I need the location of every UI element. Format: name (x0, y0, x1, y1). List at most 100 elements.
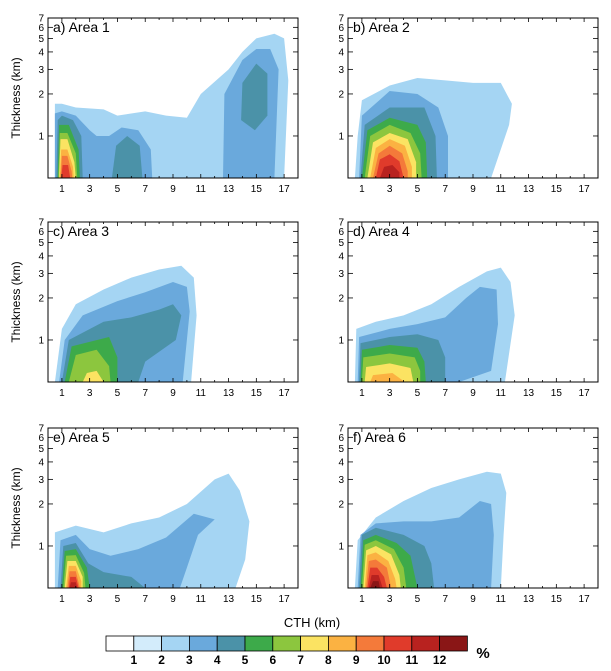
x-tick-label: 3 (387, 594, 393, 605)
x-tick-label: 17 (279, 184, 291, 195)
x-tick-label: 1 (359, 184, 365, 195)
y-tick-label: 5 (38, 444, 44, 455)
x-axis: 1 3 5 7 9 11 13 15 17 (359, 428, 590, 605)
y-tick-label: 2 (38, 293, 44, 304)
y-tick-label: 2 (38, 89, 44, 100)
y-tick-label: 4 (338, 457, 344, 468)
colorbar-swatch (383, 635, 413, 652)
x-tick-label: 3 (87, 184, 93, 195)
x-tick-label: 13 (223, 594, 235, 605)
x-tick-label: 13 (523, 594, 535, 605)
colorbar-unit: % (476, 645, 489, 662)
y-tick-label: 3 (38, 65, 44, 76)
x-tick-label: 5 (415, 594, 421, 605)
y-axis: 1 2 3 4 567 (338, 218, 598, 346)
panel-title: e) Area 5 (53, 429, 110, 445)
contour-fills (354, 78, 512, 178)
y-axis: 1 2 3 4 567 (38, 424, 298, 552)
x-tick-label: 7 (142, 388, 148, 399)
x-tick-label: 3 (87, 388, 93, 399)
x-tick-label: 7 (142, 184, 148, 195)
x-axis: 1 3 5 7 9 11 13 15 17 (59, 428, 290, 605)
x-tick-label: 15 (551, 594, 563, 605)
contour-level-11 (379, 165, 400, 178)
y-tick-label: 1 (38, 335, 44, 346)
x-tick-label: 15 (251, 388, 263, 399)
y-axis: 1 2 3 4 567 (38, 14, 298, 142)
contour-level-11 (69, 582, 78, 588)
x-tick-label: 7 (442, 184, 448, 195)
x-tick-label: 15 (551, 184, 563, 195)
x-tick-label: 11 (196, 184, 207, 195)
x-tick-label: 17 (279, 388, 291, 399)
y-tick-label: 3 (338, 65, 344, 76)
x-axis: 1 3 5 7 9 11 13 15 17 (59, 18, 290, 195)
x-tick-label: 1 (359, 388, 365, 399)
shared-x-axis-label: CTH (km) (284, 615, 340, 630)
y-tick-label: 4 (38, 47, 44, 58)
x-axis: 1 3 5 7 9 11 13 15 17 (59, 222, 290, 399)
x-tick-label: 3 (387, 388, 393, 399)
y-tick-label: 5 (338, 34, 344, 45)
y-axis: 1 2 3 4 567 (38, 218, 298, 346)
contour-fills (354, 471, 507, 588)
y-tick-label: 7 (338, 218, 344, 229)
panel-title: b) Area 2 (353, 19, 410, 35)
colorbar-label: 1 (130, 653, 137, 667)
x-tick-label: 1 (359, 594, 365, 605)
y-tick-label: 2 (338, 89, 344, 100)
contour-fills (54, 33, 289, 178)
contour-level-12 (370, 581, 380, 588)
y-tick-label: 5 (338, 238, 344, 249)
y-tick-label: 4 (38, 251, 44, 262)
x-tick-label: 17 (279, 594, 291, 605)
colorbar-label: 7 (297, 653, 304, 667)
colorbar-swatch (188, 635, 218, 652)
contour-fills (54, 265, 197, 382)
colorbar-swatch (105, 635, 135, 652)
y-tick-label: 7 (338, 14, 344, 25)
y-tick-label: 6 (338, 433, 344, 444)
contour-level-8 (370, 373, 405, 382)
x-tick-label: 11 (196, 388, 207, 399)
x-axis: 1 3 5 7 9 11 13 15 17 (359, 222, 590, 399)
x-tick-label: 13 (223, 388, 235, 399)
y-tick-label: 3 (38, 269, 44, 280)
contour-level-10 (61, 165, 71, 178)
y-tick-label: 2 (338, 293, 344, 304)
panel-title: d) Area 4 (353, 223, 410, 239)
y-tick-label: 1 (338, 335, 344, 346)
colorbar-swatch (327, 635, 357, 652)
y-tick-label: 6 (338, 227, 344, 238)
x-tick-label: 7 (142, 594, 148, 605)
y-tick-label: 1 (338, 541, 344, 552)
x-tick-label: 11 (496, 388, 507, 399)
x-tick-label: 9 (170, 388, 176, 399)
x-axis: 1 3 5 7 9 11 13 15 17 (359, 18, 590, 195)
x-tick-label: 1 (59, 388, 65, 399)
y-axis: 1 2 3 4 567 (338, 424, 598, 552)
y-tick-label: 6 (38, 433, 44, 444)
y-tick-label: 5 (38, 238, 44, 249)
y-tick-label: 4 (38, 457, 44, 468)
y-axis: 1 2 3 4 567 (338, 14, 598, 142)
x-tick-label: 5 (115, 184, 121, 195)
colorbar-swatch (161, 635, 190, 652)
colorbar-label: 11 (405, 653, 418, 667)
x-tick-label: 11 (196, 594, 207, 605)
x-tick-label: 1 (59, 184, 65, 195)
x-tick-label: 5 (115, 594, 121, 605)
y-tick-label: 3 (38, 475, 44, 486)
colorbar-label: 2 (158, 653, 165, 667)
y-tick-label: 1 (38, 541, 44, 552)
x-tick-label: 17 (579, 388, 591, 399)
x-tick-label: 7 (442, 388, 448, 399)
